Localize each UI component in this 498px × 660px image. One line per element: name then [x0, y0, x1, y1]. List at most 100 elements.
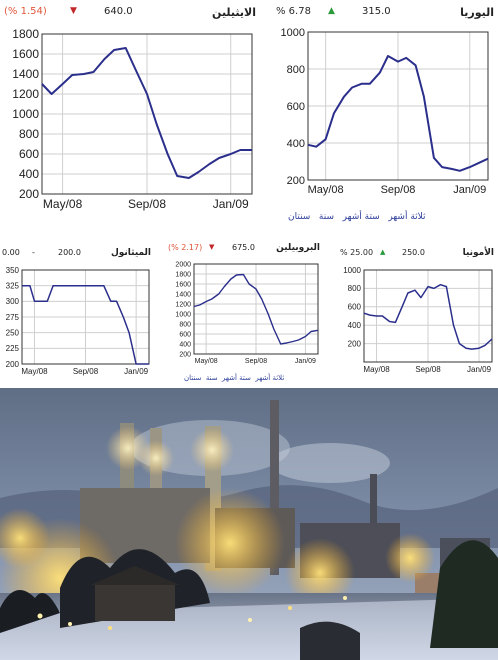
line-chart-urea: 200 400 600 800 1000 May/08 Sep/08 Jan/09	[281, 27, 489, 196]
chart-header: % 6.78 ▲ 315.0 اليوريا	[270, 0, 498, 22]
percent-change: % 6.78	[276, 6, 311, 17]
y-tick-label: 1000	[343, 266, 361, 275]
y-tick-label: 1800	[175, 271, 191, 278]
y-tick-label: 600	[19, 147, 39, 161]
arrow-up-icon: ▲	[328, 6, 335, 16]
x-tick-label: May/08	[195, 358, 218, 365]
series-line	[22, 284, 149, 365]
plot-frame	[307, 31, 489, 181]
y-tick-label: 400	[19, 167, 39, 181]
line-chart-ethylene: 200 400 600 800 1000 1200 1400 1600 1800 May/08 Se…	[12, 27, 253, 211]
y-tick-label: 1200	[12, 87, 39, 101]
plot-frame	[41, 33, 253, 195]
price: 250.0	[402, 248, 425, 257]
y-tick-label: 800	[19, 127, 39, 141]
chart-header: % 25.00 ▲ 250.0 الأمونيا	[336, 244, 498, 262]
x-tick-label: Sep/08	[73, 367, 99, 376]
x-tick-label: Jan/09	[467, 365, 492, 374]
percent-change: 0.00	[2, 248, 20, 257]
chart-panel-ammonia: % 25.00 ▲ 250.0 الأمونيا 200 400 600 800 100…	[336, 244, 498, 384]
y-tick-label: 200	[287, 175, 305, 187]
tab-two-years[interactable]: سنتان	[288, 212, 311, 222]
line-chart-methanol: 200 225 250 275 300 325 350 May/08 Sep/08 Jan/09	[6, 266, 150, 376]
x-tick-label: Sep/08	[415, 365, 441, 374]
line-chart-propylene: 200 400 600 800 1000 1200 1400 1600 1800 2000 May/…	[175, 261, 319, 365]
x-tick-label: May/08	[43, 197, 83, 211]
tab-two-years[interactable]: سنتان	[184, 374, 202, 382]
y-tick-label: 350	[6, 266, 20, 275]
y-tick-label: 1600	[175, 281, 191, 288]
y-tick-label: 800	[179, 321, 191, 328]
tab-three-months[interactable]: ثلاثة أشهر	[255, 374, 285, 382]
percent-change: (% 1.54)	[4, 6, 47, 17]
y-tick-label: 225	[6, 344, 20, 353]
y-tick-label: 250	[6, 328, 20, 337]
period-tabs: ثلاثة أشهر ستة أشهر سنة سنتان	[184, 374, 284, 382]
y-tick-label: 1400	[175, 291, 191, 298]
chart-panel-urea: % 6.78 ▲ 315.0 اليوريا 200 400 600 800 1000 M…	[270, 0, 498, 230]
percent-change: % 25.00	[340, 248, 374, 257]
period-tabs: ثلاثة أشهر ستة أشهر سنة سنتان	[288, 212, 426, 222]
arrow-down-icon: ▼	[70, 6, 77, 16]
y-tick-label: 1000	[281, 27, 305, 39]
x-tick-label: Jan/09	[453, 184, 486, 196]
arrow-down-icon: ▼	[209, 243, 215, 251]
chart-panel-propylene: (% 2.17) ▼ 675.0 البروبيلين 200 400 600 800…	[164, 240, 324, 388]
y-tick-label: 400	[287, 138, 305, 150]
y-tick-label: 325	[6, 281, 20, 290]
y-tick-label: 1600	[12, 47, 39, 61]
x-tick-label: Sep/08	[381, 184, 416, 196]
y-tick-label: 400	[348, 321, 362, 330]
product-name: الايثيلين	[212, 6, 256, 19]
arrow-up-icon: ▲	[380, 248, 386, 256]
x-tick-label: Sep/08	[128, 197, 166, 211]
x-tick-label: Jan/09	[295, 358, 316, 365]
y-tick-label: 1000	[175, 311, 191, 318]
y-tick-label: 1800	[12, 27, 39, 41]
tab-six-months[interactable]: ستة أشهر	[222, 374, 251, 382]
y-tick-label: 200	[6, 360, 20, 369]
tab-one-year[interactable]: سنة	[205, 374, 218, 382]
chart-header: (% 1.54) ▼ 640.0 الايثيلين	[0, 0, 262, 22]
chart-header: 0.00 - 200.0 الميثانول	[0, 244, 155, 262]
y-tick-label: 600	[348, 303, 362, 312]
refinery-illustration	[0, 388, 498, 660]
y-tick-label: 600	[287, 101, 305, 113]
product-name: البروبيلين	[276, 243, 320, 253]
y-tick-label: 1200	[175, 301, 191, 308]
product-name: الميثانول	[110, 248, 151, 258]
tab-six-months[interactable]: ستة أشهر	[342, 212, 380, 222]
x-tick-label: May/08	[308, 184, 344, 196]
tab-three-months[interactable]: ثلاثة أشهر	[388, 212, 426, 222]
y-tick-label: 200	[179, 351, 191, 358]
tab-one-year[interactable]: سنة	[318, 212, 335, 222]
y-tick-label: 600	[179, 331, 191, 338]
y-tick-label: 800	[287, 64, 305, 76]
series-line	[41, 47, 252, 179]
plot-frame	[363, 269, 493, 363]
refinery-night-photo	[0, 388, 498, 660]
dash-icon: -	[32, 248, 35, 257]
percent-change: (% 2.17)	[168, 243, 203, 252]
y-tick-label: 800	[348, 284, 362, 293]
x-tick-label: May/08	[363, 365, 390, 374]
y-tick-label: 1000	[12, 107, 39, 121]
x-tick-label: May/08	[21, 367, 48, 376]
price: 675.0	[232, 243, 255, 252]
x-tick-label: Sep/08	[245, 358, 267, 365]
plot-frame	[21, 269, 150, 365]
y-tick-label: 2000	[175, 261, 191, 268]
y-tick-label: 200	[19, 187, 39, 201]
y-tick-label: 1400	[12, 67, 39, 81]
chart-header: (% 2.17) ▼ 675.0 البروبيلين	[164, 240, 324, 258]
plot-frame	[193, 263, 319, 355]
price: 315.0	[362, 6, 391, 17]
y-tick-label: 275	[6, 313, 20, 322]
x-tick-label: Jan/09	[213, 197, 249, 211]
series-line	[193, 273, 319, 345]
series-line	[307, 55, 489, 172]
series-line	[363, 283, 493, 350]
price: 640.0	[104, 6, 133, 17]
x-tick-label: Jan/09	[124, 367, 149, 376]
chart-panel-methanol: 0.00 - 200.0 الميثانول 200 225 250 275 300 32…	[0, 244, 155, 384]
